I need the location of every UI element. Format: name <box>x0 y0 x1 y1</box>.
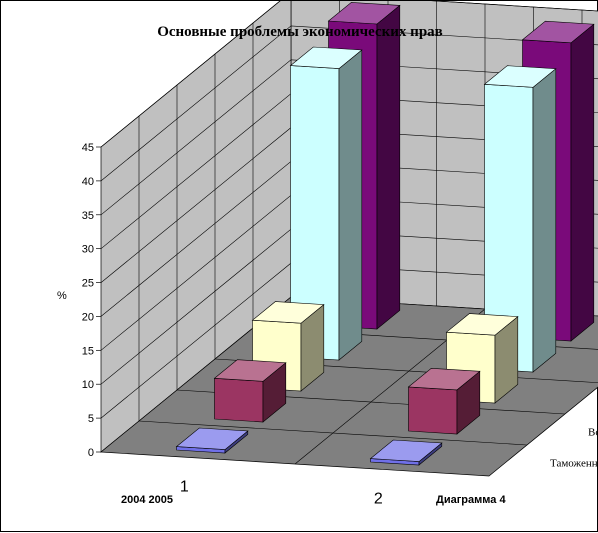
y-tick-label: 15 <box>82 345 94 357</box>
floor-divider <box>138 420 528 446</box>
bar <box>175 427 249 454</box>
bar <box>407 367 481 435</box>
x-category-label: 1 <box>180 478 189 495</box>
y-tick-label: 40 <box>82 176 94 188</box>
y-tick-label: 0 <box>88 447 94 459</box>
chart-title: Основные проблемы экономических прав <box>157 24 443 40</box>
footer-caption: Диаграмма 4 <box>436 494 506 506</box>
y-tick-label: 30 <box>82 244 94 256</box>
footer-years: 2004 2005 <box>121 494 173 506</box>
gridline-y <box>100 1 598 148</box>
bar <box>289 46 363 361</box>
y-tick-label: 10 <box>82 379 94 391</box>
chart-labels: 0 5 10 15 20 25 30 35 40 45 1 2 Таможенный контроль В… <box>82 142 598 507</box>
bar <box>483 65 557 373</box>
y-tick-label: 45 <box>82 142 94 154</box>
chart-bars <box>175 2 595 466</box>
x-category-label: 2 <box>374 490 383 507</box>
y-tick-label: 25 <box>82 278 94 290</box>
y-tick-label: 20 <box>82 311 94 323</box>
series-label: Таможенный контроль <box>550 458 598 470</box>
bar <box>369 439 443 466</box>
bar <box>213 359 287 423</box>
y-tick-label: 5 <box>88 413 94 425</box>
series-label: Военная служба <box>588 427 598 439</box>
y-axis-label: % <box>57 290 67 302</box>
y-tick-label: 35 <box>82 210 94 222</box>
